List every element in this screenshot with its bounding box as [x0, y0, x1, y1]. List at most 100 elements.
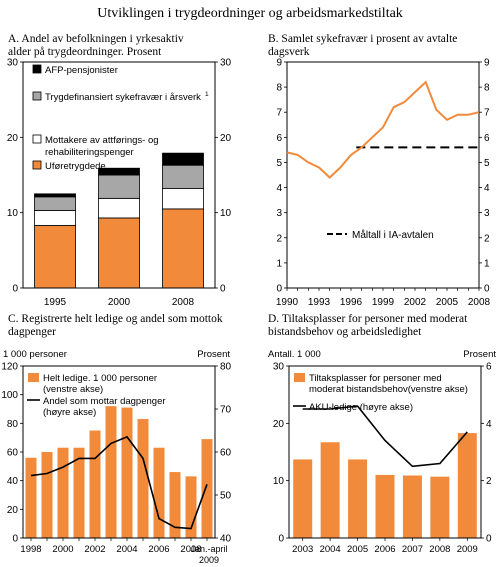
b-ytick-right-label-6: 6: [484, 133, 490, 144]
d-xtick-label-2008: 2008: [429, 544, 450, 555]
b-ytick-left-label-8: 8: [276, 83, 282, 94]
b-xtick-label-2008: 2008: [468, 297, 491, 308]
a-ytick-right-label-20: 20: [220, 133, 232, 144]
a-ytick-right-label-30: 30: [220, 58, 232, 69]
c-xtick-label-2008: 2008: [180, 544, 201, 555]
a-bar-2000-series-2: [98, 174, 140, 199]
a-plot-frame: [22, 61, 216, 289]
c-legend-label-line-line-0: Andel som mottar dagpenger: [43, 396, 166, 407]
b-xtick-label-1999: 1999: [372, 297, 395, 308]
c-ytick-left-label-40: 40: [7, 476, 19, 487]
a-bar-1995-series-3: [34, 193, 76, 198]
d-xtick-label-2004: 2004: [320, 544, 341, 555]
c-bar-2002: [89, 430, 101, 538]
a-legend-swatch-3: [32, 160, 42, 170]
a-legend-label-1: Trygdefinansiert sykefravær i årsverk: [45, 92, 201, 103]
c-ytick-left-label-100: 100: [1, 390, 18, 401]
c-ytick-left-label-20: 20: [7, 505, 19, 516]
a-bar-1995-series-1: [34, 210, 76, 226]
a-legend-label-1-footnote: 1: [205, 91, 209, 98]
b-series-line: [286, 80, 480, 179]
a-ytick-left-label-30: 30: [7, 58, 19, 69]
d-xtick-label-2003: 2003: [292, 544, 313, 555]
b-ytick-right-label-4: 4: [484, 183, 490, 194]
b-xtick-label-2002: 2002: [404, 297, 427, 308]
b-legend-label: Måltall i IA-avtalen: [352, 229, 434, 241]
d-ytick-right-label-4: 4: [486, 419, 492, 430]
a-bar-2000-series-0: [98, 217, 140, 289]
panel-a-title-line-0: A. Andel av befolkningen i yrkesaktiv: [8, 33, 184, 45]
a-xtick-label-2008: 2008: [172, 297, 195, 308]
panel-c-title-line-1: dagpenger: [8, 326, 56, 338]
c-left-axis-label: 1 000 personer: [3, 349, 67, 360]
c-bar-2000: [57, 447, 69, 538]
a-bar-2008-series-3: [162, 152, 204, 166]
b-ytick-left-label-3: 3: [276, 208, 282, 219]
d-xtick-label-2006: 2006: [374, 544, 395, 555]
b-ytick-left-label-1: 1: [276, 258, 282, 269]
d-bar-2009: [457, 433, 477, 538]
b-ytick-right-label-1: 1: [484, 258, 490, 269]
d-legend-label-bar-line-0: Tiltaksplasser for personer med: [309, 373, 442, 384]
d-ytick-left-label-20: 20: [273, 419, 285, 430]
c-xtick-label-2004: 2004: [116, 544, 137, 555]
c-legend-swatch-bar: [28, 373, 39, 382]
a-legend-swatch-0: [32, 64, 42, 74]
a-legend-swatch-1: [32, 91, 42, 101]
d-ytick-right-label-6: 6: [486, 362, 492, 373]
c-bar-2003: [105, 406, 117, 538]
c-ytick-right-label-40: 40: [220, 534, 232, 545]
b-ytick-right-label-9: 9: [484, 58, 490, 69]
c-bar-1998: [25, 457, 37, 538]
b-xtick-label-1996: 1996: [340, 297, 363, 308]
c-ytick-right-label-70: 70: [220, 405, 232, 416]
d-bar-2008: [430, 476, 450, 538]
b-ytick-left-label-4: 4: [276, 183, 282, 194]
a-bar-1995-series-2: [34, 196, 76, 211]
a-ytick-right-label-10: 10: [220, 208, 232, 219]
b-plot-frame: [286, 61, 480, 289]
d-right-axis-label: Prosent: [463, 349, 496, 360]
c-ytick-right-label-50: 50: [220, 491, 232, 502]
b-xtick-label-2005: 2005: [436, 297, 459, 308]
panel-c-title-line-0: C. Registrerte helt ledige og andel som …: [8, 313, 223, 325]
a-ytick-left-label-0: 0: [12, 284, 18, 295]
d-ytick-right-label-2: 2: [486, 476, 492, 487]
d-series-line: [302, 405, 468, 468]
a-ytick-right-label-0: 0: [220, 284, 226, 295]
d-xtick-label-2007: 2007: [402, 544, 423, 555]
a-legend-label-2: Mottakere av attførings- og: [45, 135, 159, 146]
a-bar-2008-series-1: [162, 188, 204, 210]
d-ytick-left-label-0: 0: [278, 534, 284, 545]
a-legend-label-3: Uføretrygdede: [45, 161, 106, 172]
d-plot-frame: [288, 365, 482, 539]
c-ytick-left-label-60: 60: [7, 448, 19, 459]
a-bar-2000-series-1: [98, 197, 140, 219]
c-xtick-label-last-line-0: Jan.-april: [190, 544, 227, 554]
panel-d-title-line-1: bistandsbehov og arbeidsledighet: [268, 326, 422, 338]
d-legend-label-line-line-0: AKU-ledige (høyre akse): [309, 402, 413, 413]
panel-b: B. Samlet sykefravær i prosent av avtalt…: [268, 33, 491, 308]
a-ytick-left-label-20: 20: [7, 133, 19, 144]
d-left-axis-label: Antall. 1 000: [268, 349, 321, 360]
panel-c: C. Registrerte helt ledige og andel som …: [1, 313, 231, 565]
c-bar-2006: [153, 447, 165, 538]
a-bar-2000-series-3: [98, 167, 140, 176]
d-legend-swatch-bar: [294, 373, 305, 382]
a-bar-2008-series-0: [162, 208, 204, 289]
c-ytick-right-label-60: 60: [220, 448, 232, 459]
b-xtick-label-1993: 1993: [308, 297, 331, 308]
c-ytick-right-label-80: 80: [220, 362, 232, 373]
c-bar-2007: [169, 472, 181, 538]
d-bar-2003: [293, 459, 313, 538]
c-series-line: [30, 435, 208, 530]
c-plot-frame: [22, 365, 216, 539]
panel-b-title-line-1: dagsverk: [268, 46, 310, 58]
c-bar-1999: [41, 452, 53, 538]
d-ytick-right-label-0: 0: [486, 534, 492, 545]
b-ytick-right-label-5: 5: [484, 158, 490, 169]
c-legend-label-bar-line-1: (venstre akse): [43, 384, 103, 395]
c-bar-2004: [121, 407, 133, 538]
c-bar-2005: [137, 419, 149, 538]
